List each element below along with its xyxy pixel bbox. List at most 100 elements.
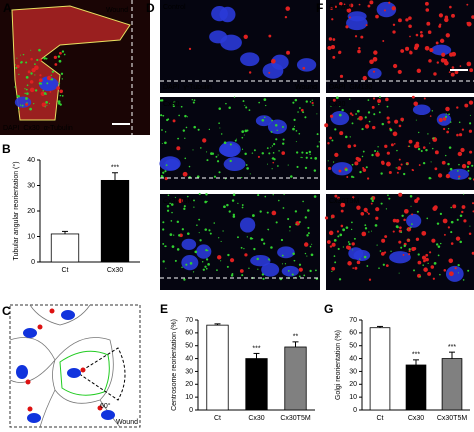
green-signal (309, 153, 311, 156)
green-signal (271, 168, 273, 170)
green-signal (292, 101, 295, 104)
green-signal (311, 99, 313, 101)
red-signal (427, 271, 432, 276)
red-signal (397, 166, 402, 171)
green-signal (266, 211, 269, 214)
red-signal (469, 68, 474, 73)
red-signal (440, 58, 446, 63)
green-signal (229, 159, 232, 163)
green-signal (246, 167, 249, 170)
green-signal (308, 150, 312, 154)
red-signal (272, 161, 275, 164)
green-signal (289, 230, 291, 232)
green-signal (207, 263, 210, 266)
red-signal (392, 131, 398, 137)
green-signal (218, 237, 220, 239)
red-signal (423, 259, 426, 263)
green-signal (205, 151, 208, 153)
nucleus (196, 244, 212, 259)
green-signal (218, 122, 220, 125)
green-signal (378, 103, 380, 106)
red-signal (16, 64, 20, 69)
green-signal (300, 156, 302, 159)
green-signal (270, 131, 273, 133)
green-signal (19, 104, 22, 106)
green-signal (282, 207, 285, 209)
green-signal (361, 127, 364, 131)
green-signal (189, 262, 193, 265)
green-signal (176, 248, 180, 251)
green-signal (366, 265, 369, 267)
green-signal (468, 177, 472, 180)
red-signal (397, 69, 402, 75)
red-signal (400, 49, 405, 53)
green-signal (281, 142, 285, 145)
red-signal (442, 117, 447, 121)
red-signal (408, 253, 411, 256)
red-signal (328, 230, 334, 236)
green-signal (171, 211, 173, 214)
green-signal (241, 204, 244, 206)
y-tick-label: 10 (185, 394, 193, 401)
red-signal (396, 171, 399, 174)
green-signal (407, 239, 410, 241)
green-signal (243, 248, 245, 250)
green-signal (362, 150, 365, 153)
green-signal (305, 151, 308, 155)
red-signal (398, 18, 402, 23)
green-signal (50, 78, 54, 81)
green-signal (292, 127, 295, 131)
significance: *** (111, 165, 119, 172)
green-signal (333, 255, 336, 257)
nucleus (101, 410, 115, 420)
green-signal (231, 199, 235, 202)
green-signal (344, 135, 348, 139)
green-signal (241, 206, 244, 209)
red-signal (417, 260, 422, 265)
red-signal (426, 21, 431, 26)
red-signal (386, 151, 390, 155)
red-signal (358, 47, 361, 50)
green-signal (281, 125, 284, 128)
red-signal (332, 55, 336, 59)
red-signal (368, 278, 372, 281)
green-signal (174, 259, 177, 262)
green-signal (246, 236, 248, 238)
green-signal (281, 254, 284, 257)
red-signal (59, 51, 62, 55)
green-signal (273, 143, 276, 146)
red-signal (448, 71, 451, 74)
red-signal (244, 253, 248, 257)
red-signal (381, 238, 386, 243)
green-signal (402, 120, 404, 122)
green-signal (263, 116, 266, 119)
y-tick-label: 40 (185, 355, 193, 362)
red-signal (431, 238, 436, 243)
green-signal (305, 100, 308, 103)
green-signal (388, 197, 391, 200)
green-signal (398, 272, 400, 274)
red-signal (439, 38, 445, 44)
y-tick-label: 60 (349, 330, 357, 337)
row-label: Cx30 (329, 101, 345, 108)
green-signal (282, 138, 285, 141)
red-signal (54, 63, 58, 66)
red-signal (182, 171, 188, 177)
green-signal (162, 221, 165, 224)
micrograph-d (160, 0, 320, 290)
green-signal (294, 98, 298, 102)
green-signal (30, 72, 33, 75)
red-signal (257, 155, 260, 158)
green-signal (339, 106, 341, 108)
y-tick-label: 30 (349, 368, 357, 375)
bar (441, 358, 463, 411)
green-signal (270, 246, 273, 249)
red-signal (388, 170, 392, 175)
red-signal (358, 3, 361, 6)
red-signal (340, 202, 346, 208)
green-signal (389, 128, 393, 132)
red-signal (356, 205, 361, 210)
red-signal (398, 192, 403, 197)
green-signal (266, 163, 268, 165)
green-signal (410, 205, 412, 207)
